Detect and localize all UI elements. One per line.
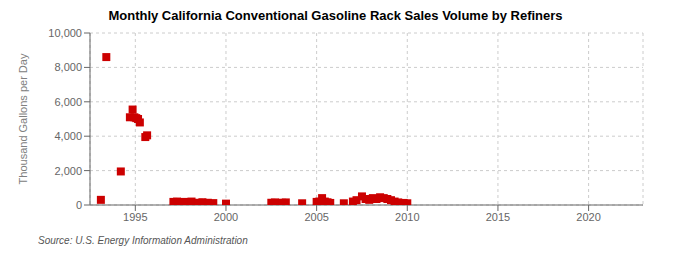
svg-text:2005: 2005 <box>304 211 328 223</box>
html-text:Source: U.S. Energy Informatio: Source: U.S. Energy Information Administ… <box>38 235 248 246</box>
svg-text:10,000: 10,000 <box>48 27 82 39</box>
svg-text:4,000: 4,000 <box>54 130 82 142</box>
svg-text:6,000: 6,000 <box>54 96 82 108</box>
svg-text:0: 0 <box>76 199 82 211</box>
svg-text:Thousand Gallons per Day: Thousand Gallons per Day <box>17 53 29 184</box>
svg-text:2000: 2000 <box>214 211 238 223</box>
html-text:Monthly California Conventiona: Monthly California Conventional Gasoline… <box>108 8 563 23</box>
svg-text:2010: 2010 <box>395 211 419 223</box>
svg-text:8,000: 8,000 <box>54 61 82 73</box>
svg-text:1995: 1995 <box>123 211 147 223</box>
svg-text:2015: 2015 <box>486 211 510 223</box>
svg-text:2,000: 2,000 <box>54 165 82 177</box>
svg-text:2020: 2020 <box>576 211 600 223</box>
